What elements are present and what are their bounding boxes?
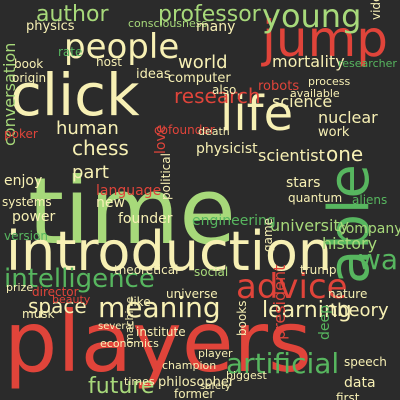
word-origin: origin (12, 71, 47, 85)
word-introduction: introduction (6, 220, 333, 283)
word-theory: theory (330, 300, 389, 321)
word-available: available (290, 87, 340, 100)
word-beauty: beauty (52, 293, 91, 306)
word-player: player (198, 347, 233, 360)
word-book: book (14, 57, 44, 71)
word-several: several (98, 321, 135, 332)
word-engineering: engineering (192, 213, 276, 229)
word-political: political (159, 153, 173, 200)
word-players: players (4, 293, 312, 391)
word-economics: economics (100, 337, 159, 350)
word-poker: poker (4, 127, 38, 141)
word-intelligence: intelligence (4, 264, 155, 294)
word-biggest: biggest (226, 369, 267, 382)
word-advice: advice (236, 267, 348, 307)
word-young: young (262, 0, 362, 35)
word-books: books (235, 300, 249, 336)
word-ideas: ideas (136, 67, 171, 82)
word-prize: prize (6, 281, 34, 294)
word-aliens: aliens (352, 193, 388, 207)
word-people: people (64, 27, 180, 67)
word-power: power (12, 209, 56, 225)
word-new: new (96, 195, 125, 211)
word-stars: stars (286, 175, 321, 191)
word-mortality: mortality (272, 52, 345, 71)
word-data: data (344, 375, 376, 391)
word-video: video (369, 0, 383, 20)
word-champion: champion (162, 359, 217, 372)
word-former: former (174, 387, 215, 400)
word-quantum: quantum (288, 191, 343, 205)
word-part: part (72, 162, 109, 183)
word-founder: founder (118, 211, 173, 227)
word-science: science (272, 92, 333, 111)
word-death: death (198, 125, 230, 138)
word-president: president (270, 264, 289, 340)
word-machine: machine (123, 296, 136, 344)
word-robots: robots (258, 79, 300, 94)
word-consciousness: consciousness (128, 17, 208, 30)
word-speech: speech (344, 355, 387, 369)
word-universe: universe (166, 287, 218, 301)
word-love: love (153, 124, 169, 154)
word-space: space (28, 294, 87, 318)
word-jump: jump (262, 10, 389, 68)
word-human: human (56, 118, 119, 139)
word-war: war (358, 243, 400, 276)
word-cofounder: cofounder (154, 123, 215, 137)
word-rate: rate (58, 45, 83, 59)
word-computer: computer (168, 71, 231, 86)
word-language: language (96, 183, 162, 199)
word-many: many (196, 19, 236, 35)
word-social: social (194, 265, 229, 279)
word-chess: chess (72, 136, 129, 160)
word-history: history (322, 234, 378, 253)
word-meaning: meaning (98, 291, 221, 324)
word-also: also (212, 83, 237, 97)
word-nature: nature (328, 287, 368, 301)
word-time: time (28, 158, 236, 265)
word-one: one (326, 142, 364, 166)
word-click: click (10, 61, 140, 129)
word-deep: deep (317, 305, 333, 340)
word-musk: musk (22, 307, 55, 321)
word-trump: trump (300, 263, 337, 277)
word-future: future (88, 374, 155, 399)
word-first: first (336, 391, 360, 400)
word-institute: institute (136, 325, 186, 339)
word-research: research (174, 84, 261, 108)
word-researcher: researcher (338, 57, 397, 70)
word-work: work (318, 125, 350, 140)
word-theoretical: theoretical (114, 263, 179, 277)
word-physicist: physicist (196, 141, 258, 157)
word-scientist: scientist (258, 146, 325, 165)
word-enjoy: enjoy (4, 173, 43, 189)
word-like: like (130, 295, 151, 309)
word-world: world (178, 52, 228, 73)
word-director: director (32, 285, 79, 299)
word-version: version (4, 229, 48, 243)
word-nuclear: nuclear (318, 108, 378, 127)
word-learning: learning (262, 298, 352, 323)
word-host: host (96, 55, 122, 69)
word-artificial: artificial (226, 347, 340, 380)
word-safety: safety (200, 381, 231, 392)
word-process: process (308, 75, 351, 88)
word-life: life (220, 86, 294, 142)
word-philosopher: philosopher (158, 375, 235, 390)
word-game: game (261, 217, 275, 252)
word-professor: professor (158, 2, 261, 27)
word-times: times (124, 375, 155, 388)
word-company: company (338, 221, 400, 237)
word-physics: physics (26, 19, 75, 34)
word-author: author (36, 2, 109, 27)
word-systems: systems (2, 195, 52, 209)
word-university: university (270, 216, 350, 235)
